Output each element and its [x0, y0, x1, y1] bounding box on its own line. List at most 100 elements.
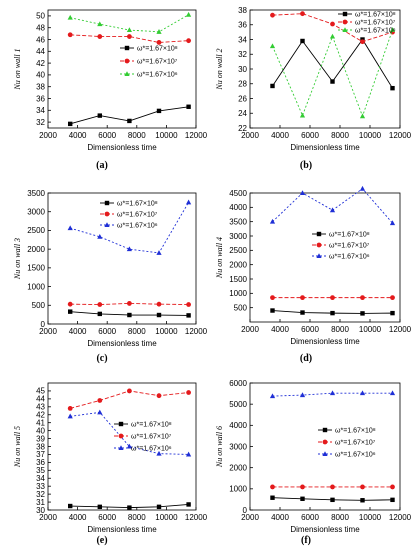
y-axis-label: Nu on wall 4 [215, 237, 224, 279]
chart-panel-6: 2000 4000 6000 8000 10000 12000 0 1000 2000 3000 4… [215, 379, 412, 546]
data-point-s7 [330, 21, 335, 27]
y-tick-label: 24 [238, 109, 247, 118]
chart-panel-4: 2000 4000 6000 8000 10000 12000 500 1000 1500 200… [215, 185, 412, 364]
legend-label-s6: ω*=1.67×10⁶ [117, 223, 158, 230]
x-tick-label: 2000 [39, 327, 57, 336]
data-point-s7 [270, 295, 275, 301]
legend-marker-s7 [322, 439, 328, 445]
y-tick-label: 38 [238, 6, 247, 15]
chart-panel-1: 2000 4000 6000 8000 10000 12000 32 34 36 38 40 42 44… [13, 9, 208, 171]
x-tick-label: 10000 [359, 131, 382, 140]
plot-frame [249, 192, 401, 323]
data-point-s8 [156, 312, 162, 318]
data-point-s8 [127, 312, 132, 318]
legend-marker-s8 [118, 421, 124, 427]
x-tick-label: 8000 [331, 325, 349, 334]
legend-marker-s8 [316, 231, 322, 237]
x-tick-label: 2000 [241, 325, 259, 334]
chart-panel-5: 2000 4000 6000 8000 10000 12000 30313233343536… [13, 382, 208, 546]
plot-frame [249, 382, 401, 511]
x-tick-label: 4000 [69, 327, 87, 336]
y-tick-label: 50 [36, 12, 45, 21]
data-point-s7 [97, 34, 103, 39]
y-tick-label: 43 [36, 403, 45, 412]
panel-caption: (e) [96, 535, 107, 546]
legend-label-s8: ω*=1.67×10⁸ [329, 232, 370, 239]
legend-marker-s6 [124, 71, 130, 76]
data-point-s8 [300, 310, 305, 315]
y-tick-label: 38 [36, 442, 45, 451]
series-line-s6 [70, 202, 189, 254]
legend-marker-s7 [104, 211, 110, 217]
x-tick-label: 12000 [185, 513, 208, 522]
y-tick-label: 3000 [27, 208, 45, 217]
data-point-s6 [389, 220, 396, 226]
legend-marker-s7 [342, 19, 348, 25]
data-point-s6 [269, 218, 276, 224]
y-tick-label: 5000 [229, 400, 247, 409]
x-tick-label: 6000 [98, 131, 116, 140]
y-tick-label: 1000 [27, 282, 45, 291]
y-axis-label: Nu on wall 1 [13, 48, 22, 90]
y-tick-label: 32 [238, 50, 247, 59]
x-tick-label: 10000 [155, 327, 178, 336]
y-tick-label: 35 [36, 466, 45, 475]
legend-marker-s8 [124, 45, 130, 51]
x-tick-label: 4000 [271, 513, 289, 522]
data-point-s6 [299, 112, 306, 118]
y-tick-label: 34 [36, 106, 45, 115]
y-tick-label: 31 [36, 498, 45, 507]
y-tick-label: 3500 [27, 189, 45, 198]
y-tick-label: 30 [36, 506, 45, 515]
panel-caption: (f) [301, 535, 311, 546]
data-point-s8 [330, 310, 335, 316]
x-tick-label: 10000 [155, 513, 178, 522]
y-tick-label: 6000 [229, 379, 247, 388]
x-tick-label: 10000 [359, 325, 382, 334]
legend-label-s8: ω*=1.67×10⁸ [335, 428, 376, 435]
data-point-s6 [186, 11, 192, 17]
data-point-s6 [329, 390, 336, 396]
legend-label-s6: ω*=1.67×10⁶ [131, 446, 172, 453]
legend-label-s8: ω*=1.67×10⁸ [137, 46, 178, 53]
x-tick-label: 12000 [389, 131, 412, 140]
data-point-s8 [330, 79, 335, 84]
x-tick-label: 2000 [39, 513, 57, 522]
x-tick-label: 6000 [98, 327, 116, 336]
plot-frame [47, 382, 197, 511]
legend-label-s7: ω*=1.67×10⁷ [329, 243, 370, 250]
data-point-s6 [126, 443, 132, 449]
y-tick-label: 4000 [229, 203, 247, 212]
legend-marker-s6 [118, 445, 124, 450]
x-tick-label: 6000 [301, 131, 319, 140]
data-point-s8 [270, 308, 275, 313]
data-point-s6 [97, 233, 103, 239]
y-axis-label: Nu on wall 5 [13, 426, 22, 468]
x-axis-label: Dimensionless time [87, 525, 157, 534]
legend-label-s7: ω*=1.67×10⁷ [335, 440, 376, 447]
data-point-s8 [360, 498, 365, 503]
plot-frame [47, 9, 197, 129]
y-tick-label: 1000 [229, 289, 247, 298]
x-tick-label: 4000 [271, 131, 289, 140]
x-tick-label: 8000 [128, 327, 146, 336]
data-point-s7 [360, 39, 365, 45]
data-point-s8 [360, 311, 365, 316]
y-tick-label: 0 [243, 506, 248, 515]
data-point-s8 [270, 495, 275, 500]
data-point-s7 [270, 12, 275, 18]
data-point-s8 [97, 311, 102, 317]
data-point-s7 [67, 406, 73, 411]
data-point-s6 [67, 225, 73, 231]
legend-label-s7: ω*=1.67×10⁷ [131, 434, 172, 441]
legend-marker-s7 [316, 242, 322, 248]
y-tick-label: 3000 [229, 442, 247, 451]
legend-marker-s8 [342, 11, 348, 17]
legend-marker-s7 [118, 433, 124, 439]
y-tick-label: 32 [36, 118, 45, 127]
data-point-s8 [390, 497, 395, 503]
x-axis-label: Dimensionless time [290, 143, 360, 152]
legend-marker-s7 [124, 58, 130, 64]
legend-label-s6: ω*=1.67×10⁶ [355, 28, 396, 35]
data-point-s7 [330, 295, 335, 301]
